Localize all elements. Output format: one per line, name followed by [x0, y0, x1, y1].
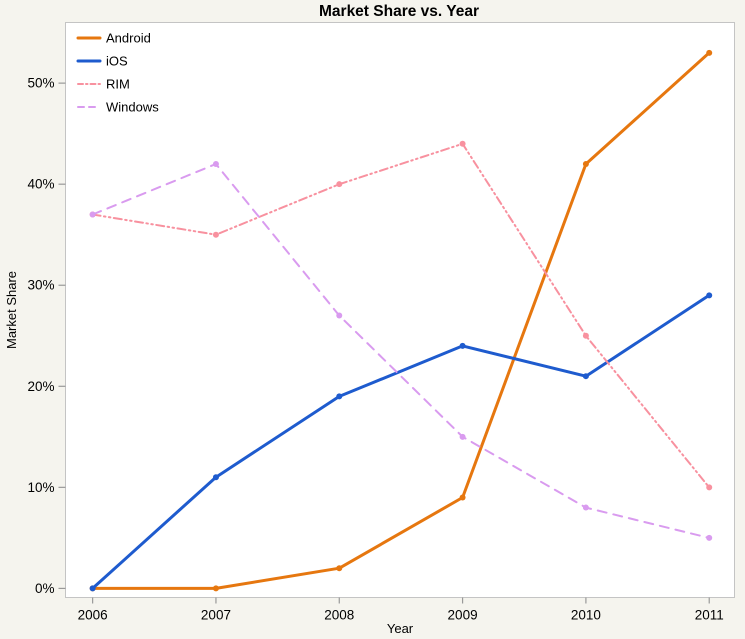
legend-label-windows: Windows: [106, 100, 159, 115]
x-axis-label: Year: [387, 621, 414, 636]
series-marker-ios: [582, 373, 589, 380]
legend-label-android: Android: [106, 31, 151, 46]
series-marker-windows: [582, 504, 589, 511]
plot-area: [65, 22, 735, 598]
series-marker-rim: [706, 484, 713, 491]
series-line-windows: [91, 163, 711, 539]
series-marker-android: [212, 585, 219, 592]
y-tick-label: 40%: [27, 177, 54, 192]
series-line-ios: [91, 293, 711, 590]
series-lines-group: [89, 49, 713, 592]
legend: Android iOS RIM Windows: [76, 31, 159, 115]
series-marker-windows: [89, 211, 96, 218]
y-tick-label: 20%: [27, 379, 54, 394]
series-marker-android: [336, 565, 343, 572]
series-marker-android: [706, 49, 713, 56]
series-marker-ios: [336, 393, 343, 400]
x-axis: 2006 2007 2008 2009 2010 2011: [78, 597, 724, 623]
y-tick-label: 10%: [27, 480, 54, 495]
y-tick-label: 50%: [27, 76, 54, 91]
series-marker-rim: [459, 140, 466, 147]
x-tick-label: 2007: [201, 608, 231, 623]
series-marker-rim: [582, 332, 589, 339]
chart-title: Market Share vs. Year: [319, 3, 479, 20]
series-marker-ios: [706, 292, 713, 299]
series-marker-windows: [706, 534, 713, 541]
y-axis-label: Market Share: [4, 271, 19, 349]
legend-label-rim: RIM: [106, 77, 130, 92]
x-tick-label: 2009: [448, 608, 478, 623]
series-line-rim: [91, 142, 711, 489]
y-tick-label: 30%: [27, 278, 54, 293]
y-tick-label: 0%: [35, 581, 55, 596]
series-line-android: [91, 51, 711, 590]
x-tick-label: 2011: [695, 608, 724, 623]
series-marker-rim: [212, 231, 219, 238]
series-marker-windows: [459, 433, 466, 440]
y-axis: 0% 10% 20% 30% 40% 50%: [27, 76, 66, 596]
series-marker-ios: [89, 585, 96, 592]
series-marker-rim: [336, 181, 343, 188]
legend-label-ios: iOS: [106, 54, 128, 69]
x-tick-label: 2008: [324, 608, 354, 623]
series-marker-windows: [336, 312, 343, 319]
series-marker-ios: [459, 342, 466, 349]
x-tick-label: 2010: [571, 608, 601, 623]
x-tick-label: 2006: [78, 608, 108, 623]
series-marker-android: [582, 160, 589, 167]
series-marker-windows: [212, 160, 219, 167]
series-marker-android: [459, 494, 466, 501]
series-marker-ios: [212, 474, 219, 481]
plot-area-group: [65, 22, 735, 598]
